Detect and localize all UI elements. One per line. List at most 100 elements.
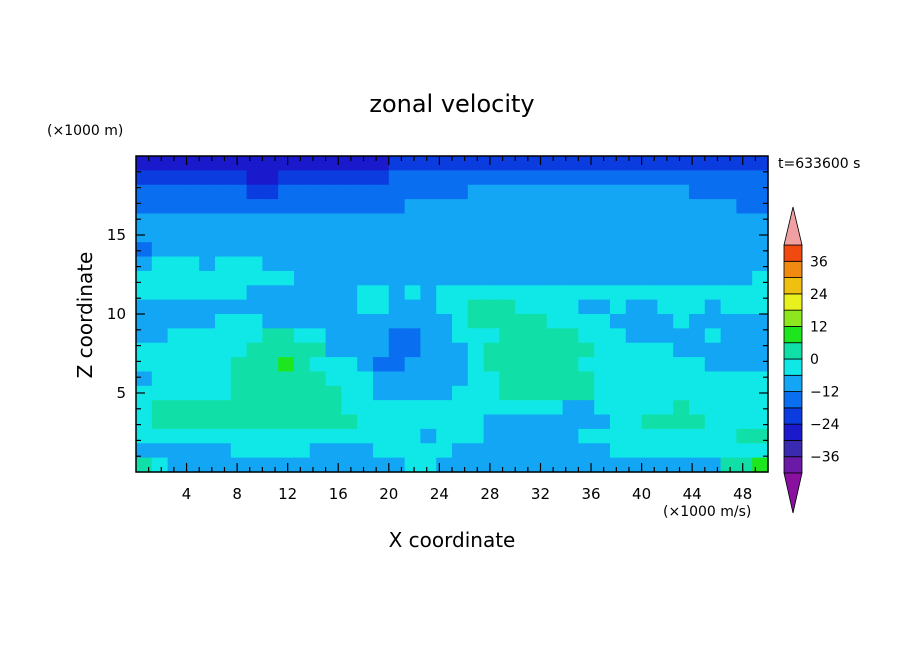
field-cell — [199, 170, 216, 186]
x-axis: 4 8 12 16 20 24 28 32 36 40 44 48 — [148, 156, 756, 503]
field-cell — [578, 314, 595, 329]
field-cell — [515, 457, 532, 473]
field-cell — [531, 314, 548, 329]
field-cell — [167, 443, 184, 459]
field-cell — [736, 242, 753, 258]
field-cell — [341, 414, 358, 430]
field-cell — [499, 285, 516, 301]
x-tick-label: 24 — [430, 485, 449, 503]
field-cell — [404, 256, 421, 272]
field-cell — [625, 270, 643, 286]
field-cell — [467, 414, 485, 430]
field-cell — [357, 457, 374, 473]
colorbar-swatch — [783, 326, 803, 344]
field-cell — [736, 199, 753, 215]
field-cell — [404, 285, 421, 301]
field-cell — [578, 170, 595, 186]
field-cell — [151, 314, 169, 329]
field-cell — [531, 213, 548, 229]
field-cell — [278, 170, 295, 186]
field-cell — [641, 256, 658, 272]
field-cell — [230, 443, 248, 459]
field-cell — [515, 242, 532, 258]
field-cell — [151, 170, 169, 186]
field-cell — [483, 400, 500, 416]
field-cell — [578, 385, 595, 401]
x-tick-label: 40 — [632, 485, 651, 503]
field-cell — [625, 184, 643, 200]
field-cell — [199, 371, 216, 387]
field-cell — [689, 328, 706, 344]
field-cell — [720, 299, 737, 315]
field-cell — [531, 400, 548, 416]
field-cell — [562, 357, 579, 373]
field-cell — [230, 400, 248, 416]
field-cell — [309, 385, 327, 401]
field-cell — [736, 428, 753, 444]
field-cell — [578, 443, 595, 459]
field-cell — [199, 285, 216, 301]
field-cell — [515, 443, 532, 459]
field-cell — [531, 270, 548, 286]
field-cell — [562, 270, 579, 286]
field-cell — [151, 285, 169, 301]
field-cell — [531, 328, 548, 344]
field-cell — [436, 184, 453, 200]
field-cell — [625, 371, 643, 387]
field-cell — [452, 256, 469, 272]
colorbar-swatch — [783, 391, 803, 409]
field-cell — [752, 285, 769, 301]
field-cell — [689, 184, 706, 200]
field-cell — [294, 428, 311, 444]
field-cell — [420, 385, 437, 401]
field-cell — [278, 457, 295, 473]
field-cell — [167, 256, 184, 272]
field-cell — [578, 414, 595, 430]
field-cell — [199, 156, 216, 171]
field-cell — [183, 285, 200, 301]
field-cell — [215, 299, 232, 315]
field-cell — [262, 371, 279, 387]
field-cell — [199, 227, 216, 243]
field-cell — [167, 457, 184, 473]
field-cell — [531, 242, 548, 258]
field-cell — [151, 270, 169, 286]
field-cell — [167, 213, 184, 229]
field-cell — [657, 199, 674, 215]
field-cell — [641, 443, 658, 459]
field-cell — [673, 242, 690, 258]
field-cell — [136, 443, 153, 459]
field-cell — [641, 428, 658, 444]
field-cell — [562, 385, 579, 401]
field-cell — [641, 285, 658, 301]
field-cell — [341, 199, 358, 215]
field-cell — [404, 213, 421, 229]
field-cell — [167, 385, 184, 401]
field-cell — [452, 443, 469, 459]
y-unit-label: (×1000 m) — [47, 123, 123, 139]
field-cell — [578, 199, 595, 215]
field-cell — [452, 328, 469, 344]
field-cell — [183, 357, 200, 373]
field-cell — [531, 342, 548, 358]
field-cell — [183, 227, 200, 243]
field-cell — [546, 400, 564, 416]
field-cell — [309, 457, 327, 473]
field-cell — [467, 342, 485, 358]
field-cell — [278, 156, 295, 171]
field-cell — [483, 328, 500, 344]
field-cell — [673, 357, 690, 373]
y-tick-label: 5 — [116, 384, 126, 402]
field-cell — [515, 414, 532, 430]
field-cell — [183, 270, 200, 286]
field-cell — [373, 428, 390, 444]
field-cell — [246, 457, 263, 473]
field-cell — [625, 213, 643, 229]
field-cell — [388, 443, 406, 459]
field-cell — [625, 227, 643, 243]
field-cell — [341, 184, 358, 200]
field-cell — [183, 184, 200, 200]
field-cell — [641, 457, 658, 473]
field-cell — [736, 414, 753, 430]
